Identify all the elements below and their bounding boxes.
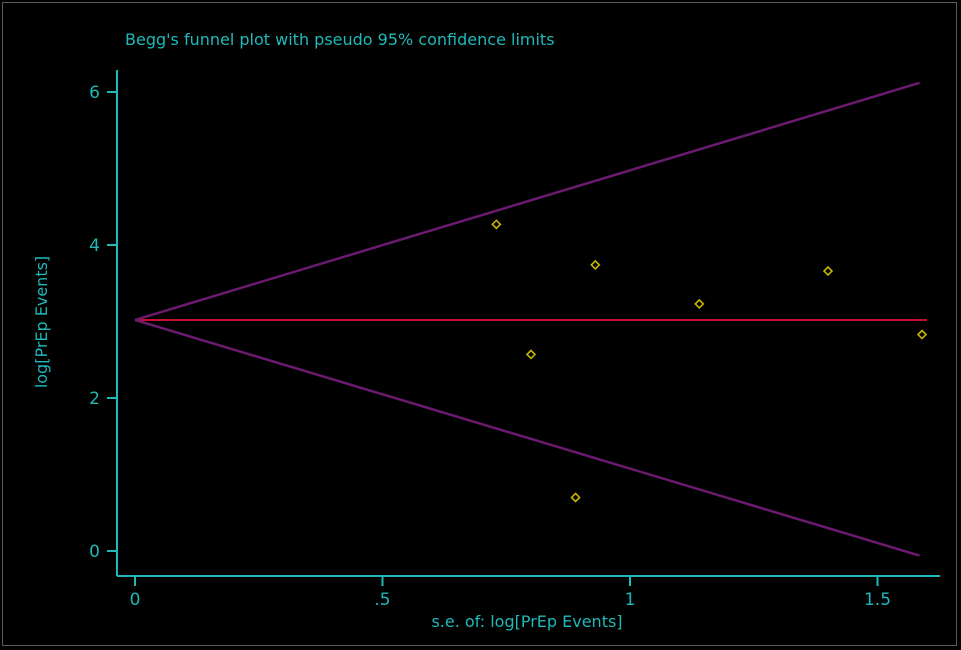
study-point bbox=[822, 265, 834, 277]
chart-title: Begg's funnel plot with pseudo 95% confi… bbox=[125, 30, 555, 49]
x-tick-label: 1 bbox=[625, 590, 636, 610]
study-point bbox=[491, 219, 502, 230]
y-tick-label: 6 bbox=[89, 83, 100, 103]
y-axis-label: log[PrEp Events] bbox=[32, 256, 51, 388]
x-axis-label: s.e. of: log[PrEp Events] bbox=[431, 612, 622, 631]
study-point bbox=[570, 492, 581, 503]
y-tick-label: 2 bbox=[89, 389, 100, 409]
plot-area: 0 2 4 6 0 .5 1 1.5 bbox=[89, 70, 940, 610]
x-tick-label: 0 bbox=[130, 590, 141, 610]
upper-confidence-limit bbox=[134, 81, 920, 322]
study-point bbox=[590, 259, 601, 271]
y-tick-label: 4 bbox=[89, 236, 100, 256]
x-tick-label: 1.5 bbox=[864, 590, 891, 610]
y-tick-label: 0 bbox=[89, 542, 100, 562]
x-tick-label: .5 bbox=[374, 590, 390, 610]
study-point bbox=[525, 349, 537, 360]
study-point bbox=[916, 329, 928, 340]
study-point bbox=[694, 298, 705, 310]
lower-confidence-limit bbox=[134, 318, 920, 557]
